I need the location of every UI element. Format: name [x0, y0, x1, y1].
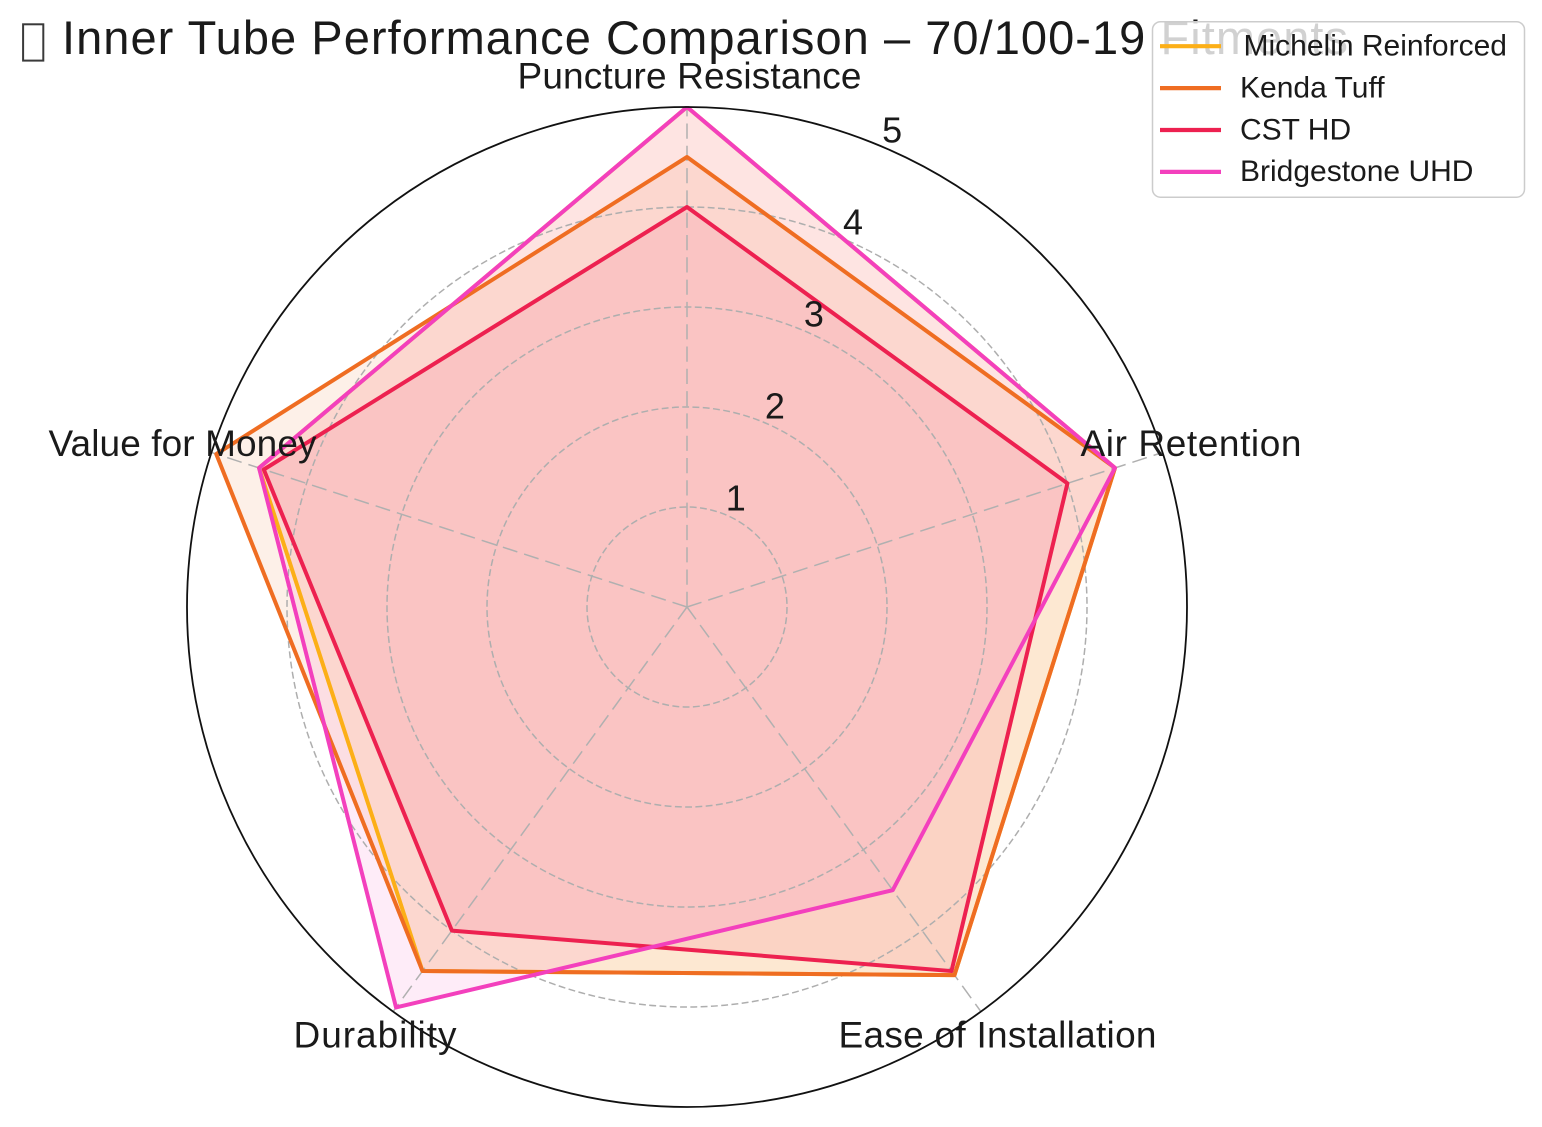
svg-text:Puncture Resistance: Puncture Resistance — [518, 55, 862, 96]
svg-text:Air Retention: Air Retention — [1081, 423, 1302, 464]
svg-text:2: 2 — [765, 386, 785, 427]
svg-text:Value for Money: Value for Money — [49, 423, 318, 464]
svg-text:5: 5 — [882, 110, 902, 151]
svg-text:CST HD: CST HD — [1240, 113, 1351, 146]
svg-text:Kenda Tuff: Kenda Tuff — [1240, 71, 1385, 104]
svg-text:4: 4 — [843, 202, 863, 243]
svg-text:Michelin Reinforced: Michelin Reinforced — [1244, 30, 1507, 63]
svg-text:Durability: Durability — [294, 1014, 458, 1055]
svg-text:Inner Tube Performance Compari: Inner Tube Performance Comparison – 70/1… — [62, 11, 1348, 64]
svg-text:Bridgestone UHD: Bridgestone UHD — [1240, 155, 1473, 188]
svg-text:3: 3 — [804, 294, 824, 335]
svg-text:1: 1 — [726, 478, 746, 519]
svg-text:Ease of Installation: Ease of Installation — [839, 1014, 1157, 1055]
